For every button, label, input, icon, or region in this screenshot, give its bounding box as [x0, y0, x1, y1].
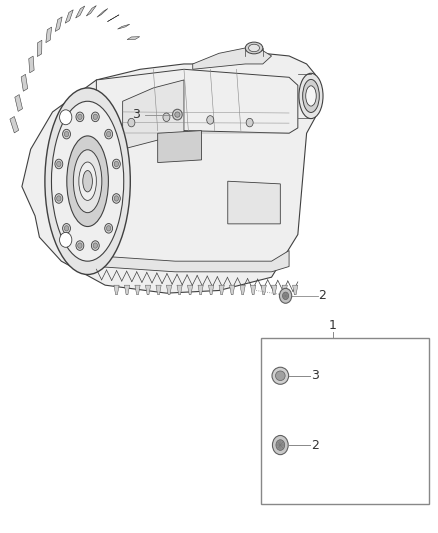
Polygon shape	[10, 117, 19, 133]
Circle shape	[246, 118, 253, 127]
Circle shape	[63, 223, 71, 233]
Ellipse shape	[67, 136, 109, 227]
Circle shape	[60, 232, 72, 247]
Polygon shape	[177, 285, 182, 295]
Polygon shape	[272, 285, 277, 295]
Circle shape	[57, 196, 61, 201]
Polygon shape	[76, 6, 85, 18]
Polygon shape	[228, 181, 280, 224]
Polygon shape	[107, 15, 119, 22]
Circle shape	[128, 118, 135, 127]
Ellipse shape	[74, 150, 102, 213]
Circle shape	[63, 130, 71, 139]
Polygon shape	[114, 285, 119, 295]
Polygon shape	[261, 285, 266, 295]
Ellipse shape	[173, 109, 182, 120]
Circle shape	[207, 116, 214, 124]
Polygon shape	[86, 5, 96, 16]
Polygon shape	[145, 285, 151, 295]
Polygon shape	[15, 94, 22, 111]
Text: 1: 1	[329, 319, 337, 332]
Circle shape	[106, 225, 111, 231]
Text: 2: 2	[311, 439, 319, 451]
Ellipse shape	[306, 86, 316, 106]
Polygon shape	[21, 74, 28, 91]
Text: 3: 3	[311, 369, 319, 382]
Polygon shape	[156, 285, 161, 295]
Circle shape	[276, 440, 285, 450]
Ellipse shape	[175, 112, 180, 117]
Circle shape	[57, 161, 61, 167]
Circle shape	[283, 292, 289, 300]
Ellipse shape	[79, 162, 96, 200]
Circle shape	[64, 132, 69, 137]
Circle shape	[55, 159, 63, 169]
Circle shape	[272, 435, 288, 455]
Polygon shape	[96, 69, 298, 139]
Circle shape	[279, 288, 292, 303]
Circle shape	[76, 112, 84, 122]
Circle shape	[55, 193, 63, 203]
Circle shape	[105, 223, 113, 233]
Ellipse shape	[52, 101, 124, 261]
Circle shape	[92, 241, 99, 251]
Polygon shape	[293, 285, 298, 295]
Polygon shape	[187, 285, 193, 295]
Circle shape	[76, 241, 84, 251]
Polygon shape	[193, 48, 272, 69]
Polygon shape	[251, 285, 256, 295]
Circle shape	[93, 243, 98, 248]
Polygon shape	[240, 285, 245, 295]
Polygon shape	[135, 285, 140, 295]
Circle shape	[114, 196, 119, 201]
Ellipse shape	[299, 74, 323, 118]
Ellipse shape	[303, 79, 319, 112]
Polygon shape	[208, 285, 214, 295]
Bar	[261, 338, 429, 504]
Circle shape	[163, 113, 170, 122]
Ellipse shape	[245, 42, 263, 54]
Polygon shape	[219, 285, 224, 295]
Polygon shape	[282, 285, 287, 295]
Ellipse shape	[276, 371, 285, 381]
Circle shape	[113, 159, 120, 169]
Polygon shape	[124, 285, 130, 295]
Circle shape	[113, 193, 120, 203]
Text: 3: 3	[132, 108, 140, 121]
Polygon shape	[127, 37, 140, 39]
Circle shape	[64, 225, 69, 231]
Ellipse shape	[83, 171, 92, 192]
Polygon shape	[166, 285, 172, 295]
Polygon shape	[29, 56, 34, 73]
Polygon shape	[230, 285, 235, 295]
Circle shape	[93, 114, 98, 119]
Ellipse shape	[45, 88, 131, 274]
Circle shape	[60, 110, 72, 125]
Polygon shape	[117, 24, 130, 29]
Circle shape	[92, 112, 99, 122]
Polygon shape	[96, 251, 289, 272]
Circle shape	[78, 243, 82, 248]
Polygon shape	[55, 17, 62, 31]
Polygon shape	[22, 53, 315, 293]
Polygon shape	[46, 27, 52, 43]
Polygon shape	[97, 9, 108, 17]
Polygon shape	[123, 80, 184, 149]
Circle shape	[78, 114, 82, 119]
Polygon shape	[37, 40, 42, 56]
Polygon shape	[158, 131, 201, 163]
Ellipse shape	[249, 44, 259, 52]
Polygon shape	[65, 10, 73, 23]
Circle shape	[114, 161, 119, 167]
Ellipse shape	[272, 367, 289, 384]
Circle shape	[106, 132, 111, 137]
Text: 2: 2	[318, 289, 326, 302]
Circle shape	[105, 130, 113, 139]
Polygon shape	[198, 285, 203, 295]
